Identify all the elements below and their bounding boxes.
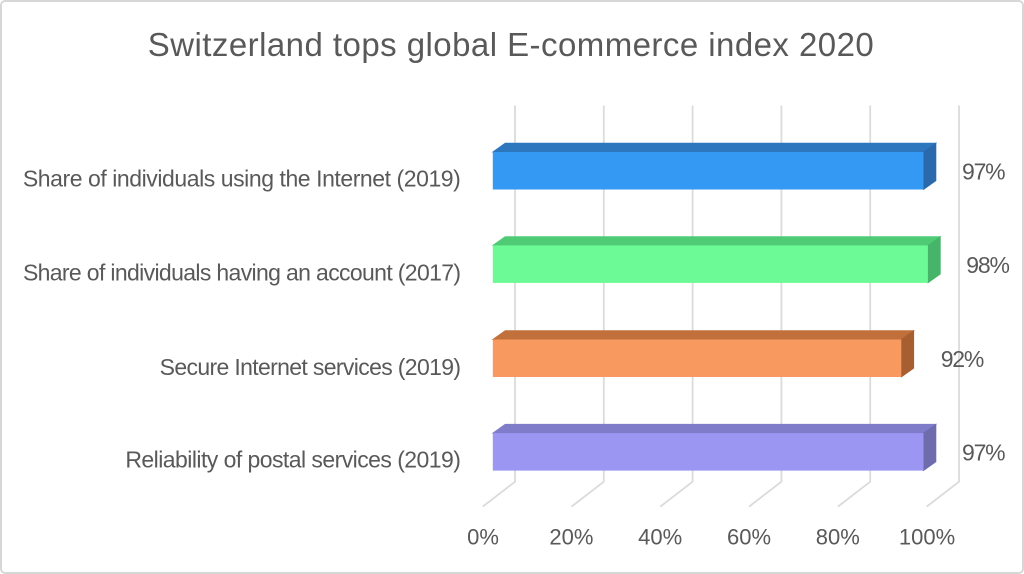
svg-text:Share of individuals having an: Share of individuals having an account (… bbox=[23, 259, 460, 285]
svg-text:0%: 0% bbox=[467, 524, 499, 549]
svg-text:Share of individuals using the: Share of individuals using the Internet … bbox=[23, 166, 461, 192]
svg-text:92%: 92% bbox=[941, 346, 984, 372]
svg-text:97%: 97% bbox=[962, 440, 1005, 466]
svg-text:98%: 98% bbox=[966, 252, 1009, 278]
svg-text:100%: 100% bbox=[899, 524, 955, 549]
svg-text:20%: 20% bbox=[549, 524, 593, 549]
svg-text:80%: 80% bbox=[816, 524, 860, 549]
svg-text:Secure Internet services (2019: Secure Internet services (2019) bbox=[160, 354, 461, 380]
svg-text:60%: 60% bbox=[727, 524, 771, 549]
svg-text:97%: 97% bbox=[962, 158, 1005, 184]
svg-text:40%: 40% bbox=[638, 524, 682, 549]
svg-text:Switzerland tops global E-comm: Switzerland tops global E-commerce index… bbox=[148, 26, 874, 63]
svg-text:Reliability of postal services: Reliability of postal services (2019) bbox=[125, 447, 460, 473]
